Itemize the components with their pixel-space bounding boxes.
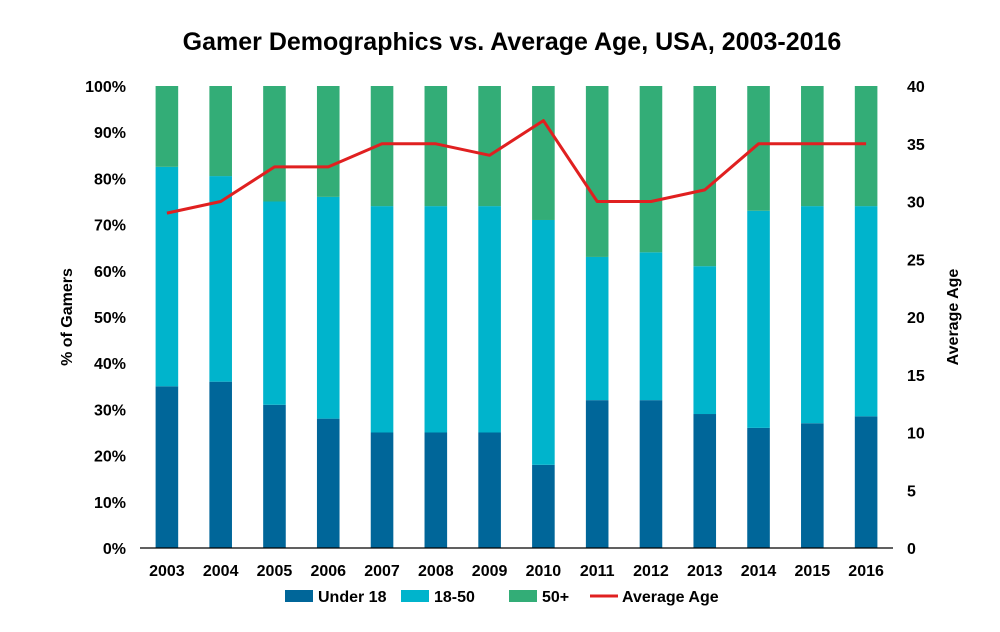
x-tick-label: 2013	[687, 563, 723, 580]
y-tick-label: 60%	[94, 264, 126, 281]
bar-50--2005	[263, 86, 286, 202]
bar-18-50-2011	[585, 256, 609, 401]
average-age-line	[166, 119, 867, 215]
bar-18-50-2008	[424, 206, 448, 433]
y2-axis-label: Average Age	[945, 269, 962, 366]
bar-50--2009	[478, 86, 501, 207]
bar-under-18-2014	[747, 427, 770, 548]
legend: Under 18 18-50 50+ Average Age	[285, 589, 719, 606]
x-tick-label: 2016	[848, 563, 884, 580]
y-tick-label: 20%	[94, 449, 126, 466]
x-tick-label: 2008	[418, 563, 454, 580]
y2-tick-label: 30	[907, 195, 925, 212]
x-tick-label: 2004	[203, 563, 239, 580]
x-tick-label: 2014	[741, 563, 777, 580]
y-tick-label: 100%	[85, 79, 126, 96]
bar-under-18-2012	[639, 400, 663, 548]
bar-50--2013	[693, 86, 717, 267]
bar-50--2003	[155, 86, 179, 167]
y-tick-label: 0%	[103, 541, 126, 558]
x-tick-label: 2007	[364, 563, 400, 580]
y-tick-label: 40%	[94, 356, 126, 373]
bar-under-18-2013	[693, 414, 717, 548]
y-tick-label: 50%	[94, 310, 126, 327]
bar-18-50-2006	[316, 196, 340, 419]
chart-title: Gamer Demographics vs. Average Age, USA,…	[183, 28, 842, 56]
bar-50--2014	[747, 86, 770, 211]
x-tick-label: 2010	[526, 563, 562, 580]
bar-18-50-2009	[478, 206, 501, 433]
bar-18-50-2007	[370, 206, 394, 433]
legend-label-50-: 50+	[542, 589, 569, 606]
x-tick-label: 2011	[580, 563, 615, 580]
y-tick-label: 90%	[94, 125, 126, 142]
legend-label-18-50: 18-50	[434, 589, 475, 606]
bar-18-50-2004	[209, 176, 232, 382]
y2-tick-label: 35	[907, 137, 925, 154]
legend-swatch-50-	[509, 590, 537, 602]
bar-50--2010	[532, 86, 555, 220]
y2-tick-label: 0	[907, 541, 916, 558]
bar-18-50-2003	[155, 166, 179, 387]
bar-under-18-2016	[854, 416, 878, 548]
bar-under-18-2009	[478, 432, 501, 548]
x-tick-label: 2003	[149, 563, 185, 580]
y-tick-label: 70%	[94, 218, 126, 235]
bar-50--2011	[585, 86, 609, 257]
bar-18-50-2014	[747, 210, 770, 428]
y2-tick-label: 15	[907, 368, 925, 385]
bars-group	[155, 86, 878, 548]
legend-label-average-age: Average Age	[622, 589, 719, 606]
y-tick-label: 30%	[94, 402, 126, 419]
x-tick-label: 2009	[472, 563, 508, 580]
y2-tick-label: 10	[907, 426, 925, 443]
bar-18-50-2012	[639, 252, 663, 401]
bar-50--2016	[854, 86, 878, 207]
bar-under-18-2003	[155, 386, 179, 548]
y2-tick-label: 25	[907, 252, 925, 269]
y2-tick-label: 20	[907, 310, 925, 327]
bar-under-18-2007	[370, 432, 394, 548]
legend-swatch-under-18	[285, 590, 313, 602]
y-tick-label: 10%	[94, 495, 126, 512]
legend-swatch-18-50	[401, 590, 429, 602]
bar-18-50-2015	[801, 206, 824, 424]
bar-18-50-2010	[532, 219, 555, 465]
y-axis-label: % of Gamers	[59, 268, 76, 366]
bar-50--2006	[316, 86, 340, 197]
x-tick-label: 2012	[633, 563, 669, 580]
y2-tick-label: 40	[907, 79, 925, 96]
bar-50--2012	[639, 86, 663, 253]
axes-group: 0% 10% 20% 30% 40% 50% 60% 70% 80% 90% 100% 0 5 10 15 2…	[85, 79, 925, 580]
bar-under-18-2015	[801, 423, 824, 548]
x-tick-label: 2015	[795, 563, 831, 580]
x-tick-label: 2006	[310, 563, 346, 580]
legend-label-under-18: Under 18	[318, 589, 387, 606]
bar-under-18-2011	[585, 400, 609, 548]
bar-50--2015	[801, 86, 824, 207]
bar-50--2007	[370, 86, 394, 207]
bar-50--2008	[424, 86, 448, 207]
bar-18-50-2013	[693, 266, 717, 415]
bar-under-18-2010	[532, 464, 555, 548]
bar-under-18-2005	[263, 404, 286, 548]
average-age-line-group	[166, 119, 867, 215]
bar-18-50-2005	[263, 201, 286, 405]
bar-18-50-2016	[854, 206, 878, 417]
bar-under-18-2008	[424, 432, 448, 548]
y2-tick-label: 5	[907, 483, 916, 500]
bar-under-18-2004	[209, 381, 232, 548]
bar-under-18-2006	[316, 418, 340, 548]
bar-50--2004	[209, 86, 232, 177]
x-tick-label: 2005	[257, 563, 293, 580]
y-tick-label: 80%	[94, 171, 126, 188]
